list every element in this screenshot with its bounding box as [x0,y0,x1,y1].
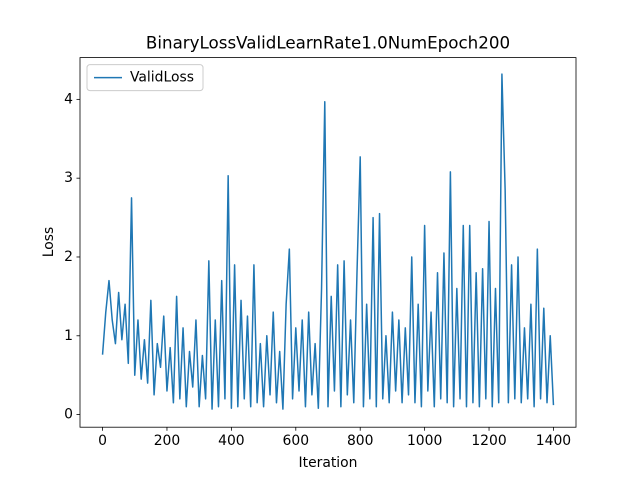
x-tick-label: 1400 [536,433,571,449]
legend-label: ValidLoss [130,70,194,86]
y-axis-label: Loss [41,227,57,257]
y-tick-label: 3 [64,170,73,186]
y-tick-label: 4 [64,91,73,107]
legend-box [86,64,204,92]
x-tick-label: 0 [98,433,107,449]
x-tick-label: 600 [283,433,310,449]
plot-frame [79,57,577,428]
x-tick-label: 200 [154,433,181,449]
x-tick-label: 400 [218,433,245,449]
x-tick-label: 1000 [407,433,442,449]
x-axis-label: Iteration [299,455,358,471]
data-line [101,73,555,410]
y-tick-label: 0 [64,407,73,423]
chart-title: BinaryLossValidLearnRate1.0NumEpoch200 [146,33,510,53]
y-tick-label: 1 [64,328,73,344]
y-tick-label: 2 [64,249,73,265]
x-tick-label: 1200 [471,433,506,449]
x-tick-label: 800 [347,433,374,449]
